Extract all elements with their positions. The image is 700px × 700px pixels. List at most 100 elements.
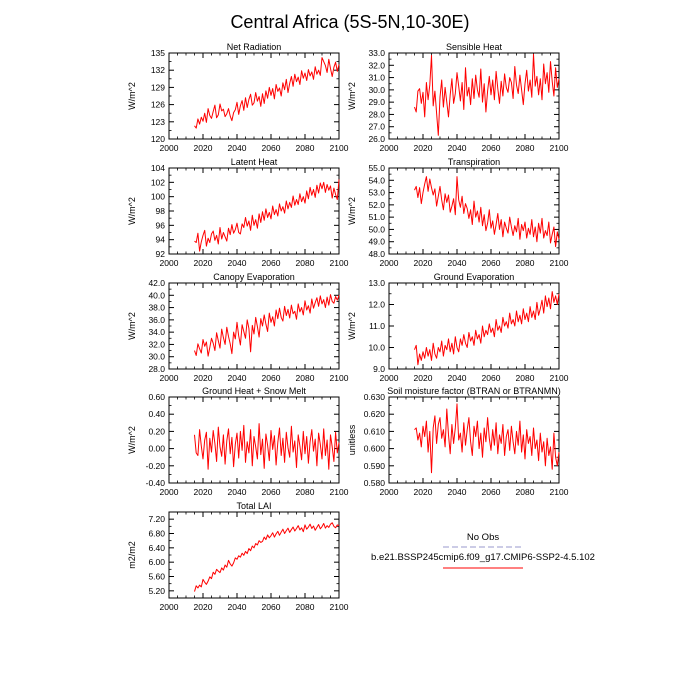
- y-tick-label: 0.00: [148, 444, 165, 454]
- x-tick-label: 2020: [194, 143, 213, 153]
- x-tick-label: 2080: [516, 143, 535, 153]
- y-tick-label: 52.0: [368, 200, 385, 210]
- y-tick-label: 36.0: [148, 315, 165, 325]
- y-tick-label: 28.0: [148, 364, 165, 374]
- y-tick-label: 94: [156, 235, 166, 245]
- y-tick-label: -0.20: [146, 461, 166, 471]
- x-tick-label: 2080: [296, 373, 315, 383]
- x-tick-label: 2080: [516, 258, 535, 268]
- figure-title: Central Africa (5S-5N,10-30E): [230, 12, 469, 32]
- x-tick-label: 2100: [550, 373, 569, 383]
- panel-title: Canopy Evaporation: [213, 272, 295, 282]
- x-tick-label: 2100: [330, 143, 349, 153]
- y-tick-label: 0.60: [148, 392, 165, 402]
- y-tick-label: 49.0: [368, 237, 385, 247]
- y-tick-label: 126: [151, 100, 165, 110]
- x-tick-label: 2020: [194, 602, 213, 612]
- y-tick-label: 0.600: [364, 444, 386, 454]
- y-tick-label: 5.60: [148, 572, 165, 582]
- x-tick-label: 2040: [228, 143, 247, 153]
- y-tick-label: 42.0: [148, 278, 165, 288]
- y-tick-label: 0.630: [364, 392, 386, 402]
- y-tick-label: 27.0: [368, 122, 385, 132]
- x-tick-label: 2000: [160, 143, 179, 153]
- y-tick-label: 32.0: [148, 339, 165, 349]
- x-tick-label: 2060: [262, 487, 281, 497]
- y-tick-label: 0.20: [148, 426, 165, 436]
- x-tick-label: 2080: [516, 373, 535, 383]
- y-tick-label: 50.0: [368, 224, 385, 234]
- x-tick-label: 2080: [296, 258, 315, 268]
- y-axis-label: W/m^2: [127, 426, 137, 454]
- legend-obs-label: No Obs: [467, 532, 499, 543]
- x-tick-label: 2100: [330, 487, 349, 497]
- panel-title: Net Radiation: [227, 42, 282, 52]
- x-tick-label: 2060: [482, 373, 501, 383]
- series-line: [414, 403, 560, 474]
- x-tick-label: 2060: [482, 487, 501, 497]
- y-tick-label: 104: [151, 163, 165, 173]
- y-axis-label: W/m^2: [347, 82, 357, 110]
- panel-title: Total LAI: [236, 501, 271, 511]
- y-tick-label: 29.0: [368, 97, 385, 107]
- y-tick-label: 0.590: [364, 461, 386, 471]
- y-tick-label: 0.580: [364, 478, 386, 488]
- chart-panel: Ground Evaporation W/m^2 2000 2020 2040 2060 2…: [347, 272, 569, 383]
- x-tick-label: 2060: [482, 143, 501, 153]
- y-tick-label: 0.620: [364, 409, 386, 419]
- y-axis-label: W/m^2: [127, 197, 137, 225]
- x-tick-label: 2000: [160, 373, 179, 383]
- y-tick-label: 135: [151, 48, 165, 58]
- x-tick-label: 2100: [550, 143, 569, 153]
- panel-title: Transpiration: [448, 157, 500, 167]
- panel-title: Soil moisture factor (BTRAN or BTRANMN): [387, 386, 561, 396]
- x-tick-label: 2060: [262, 602, 281, 612]
- series-line: [414, 291, 560, 366]
- y-tick-label: 13.0: [368, 278, 385, 288]
- x-tick-label: 2040: [228, 602, 247, 612]
- x-tick-label: 2040: [448, 487, 467, 497]
- x-tick-label: 2040: [228, 373, 247, 383]
- y-axis-label: W/m^2: [347, 197, 357, 225]
- y-tick-label: -0.40: [146, 478, 166, 488]
- x-tick-label: 2080: [296, 487, 315, 497]
- y-tick-label: 12.0: [368, 300, 385, 310]
- x-tick-label: 2080: [296, 143, 315, 153]
- y-tick-label: 5.20: [148, 586, 165, 596]
- y-tick-label: 6.00: [148, 557, 165, 567]
- y-tick-label: 0.610: [364, 426, 386, 436]
- y-tick-label: 98: [156, 206, 166, 216]
- y-tick-label: 129: [151, 82, 165, 92]
- x-tick-label: 2000: [380, 143, 399, 153]
- chart-panel: Total LAI m2/m2 2000 2020 2040 2060 2080 2100 5.…: [127, 501, 349, 612]
- y-tick-label: 26.0: [368, 134, 385, 144]
- x-tick-label: 2020: [414, 258, 433, 268]
- series-line: [194, 57, 340, 129]
- y-tick-label: 48.0: [368, 249, 385, 259]
- y-tick-label: 51.0: [368, 212, 385, 222]
- y-tick-label: 6.80: [148, 529, 165, 539]
- panel-title: Ground Heat + Snow Melt: [202, 386, 306, 396]
- series-line: [414, 176, 560, 248]
- x-tick-label: 2020: [194, 258, 213, 268]
- x-tick-label: 2020: [414, 143, 433, 153]
- x-tick-label: 2020: [194, 373, 213, 383]
- chart-panel: Net Radiation W/m^2 2000 2020 2040 2060 2080 21…: [127, 42, 349, 153]
- y-tick-label: 28.0: [368, 109, 385, 119]
- x-tick-label: 2040: [448, 143, 467, 153]
- legend-run-label: b.e21.BSSP245cmip6.f09_g17.CMIP6-SSP2-4.…: [371, 552, 595, 563]
- x-tick-label: 2080: [296, 602, 315, 612]
- y-axis-label: unitless: [347, 424, 357, 455]
- x-tick-label: 2040: [228, 487, 247, 497]
- y-tick-label: 102: [151, 177, 165, 187]
- x-tick-label: 2060: [262, 258, 281, 268]
- y-axis-label: W/m^2: [347, 312, 357, 340]
- series-line: [194, 522, 340, 592]
- y-tick-label: 53.0: [368, 188, 385, 198]
- x-tick-label: 2000: [380, 487, 399, 497]
- x-tick-label: 2060: [262, 373, 281, 383]
- y-axis-label: W/m^2: [127, 82, 137, 110]
- x-tick-label: 2100: [330, 602, 349, 612]
- chart-panel: Latent Heat W/m^2 2000 2020 2040 2060 2080 2100…: [127, 157, 349, 268]
